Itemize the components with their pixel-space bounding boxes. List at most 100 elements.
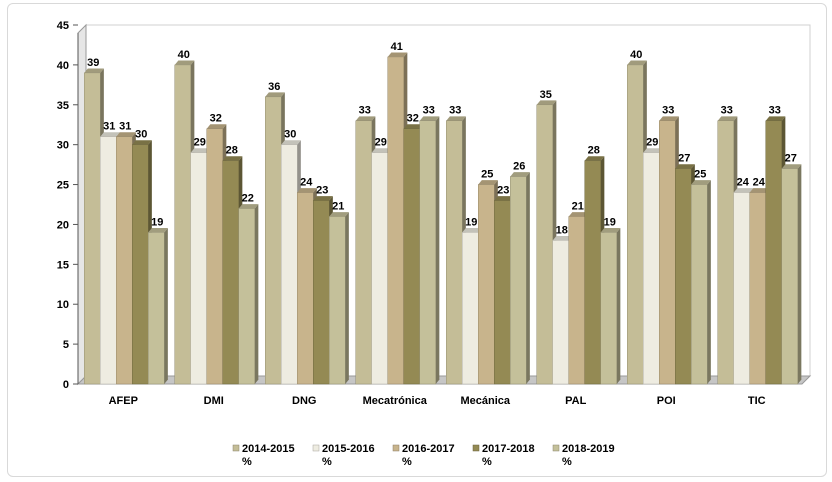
bar-top: [749, 188, 770, 193]
data-label: 24: [753, 177, 766, 189]
bar: [84, 72, 101, 385]
y-tick-label: 40: [57, 60, 69, 72]
bar-top: [765, 116, 786, 121]
data-label: 31: [103, 121, 115, 133]
bar-top: [313, 196, 333, 201]
bar: [206, 128, 223, 385]
bar-top: [627, 60, 647, 65]
y-tick-label: 5: [63, 339, 69, 351]
data-label: 33: [423, 105, 435, 117]
bar: [643, 152, 660, 385]
data-label: 27: [678, 153, 690, 165]
legend-swatch: [392, 444, 400, 452]
bar-top: [297, 188, 317, 193]
bar: [297, 192, 314, 385]
bar: [329, 216, 346, 385]
legend-label: 2015-2016: [322, 443, 375, 455]
data-label: 18: [556, 224, 568, 236]
bar: [419, 120, 436, 385]
data-label: 27: [785, 153, 797, 165]
bar-top: [552, 236, 573, 241]
data-label: 32: [210, 113, 222, 125]
data-label: 32: [407, 113, 419, 125]
bar-top: [265, 92, 285, 97]
data-label: 40: [630, 49, 642, 61]
data-label: 29: [194, 137, 206, 149]
y-tick-label: 35: [57, 100, 69, 112]
bar-side: [435, 116, 440, 384]
bar-top: [84, 68, 104, 73]
bar-top: [510, 172, 530, 177]
data-label: 21: [572, 200, 584, 212]
bar-side: [797, 164, 802, 384]
bar: [765, 120, 782, 385]
bar-top: [584, 156, 605, 161]
data-label: 30: [135, 129, 147, 141]
bar-top: [387, 52, 408, 57]
bar-top: [781, 164, 802, 169]
bar: [462, 232, 479, 385]
bar-top: [148, 228, 168, 233]
legend-label: 2016-2017: [402, 443, 455, 455]
bar: [717, 120, 734, 385]
legend-label: 2018-2019: [562, 443, 615, 455]
bar-top: [600, 228, 621, 233]
bar: [371, 152, 388, 385]
bar-top: [403, 124, 424, 129]
bar: [403, 128, 420, 385]
bar-top: [419, 116, 440, 121]
bar-side: [707, 180, 711, 384]
bar: [749, 192, 766, 385]
data-label: 28: [588, 145, 600, 157]
data-label: 21: [332, 200, 344, 212]
data-label: 19: [151, 216, 163, 228]
data-label: 33: [662, 105, 674, 117]
data-label: 28: [226, 145, 238, 157]
bar-top: [733, 188, 754, 193]
bar-top: [238, 204, 259, 209]
y-tick-label: 20: [57, 219, 69, 231]
data-label: 19: [465, 216, 477, 228]
bar-top: [206, 124, 227, 129]
data-label: 33: [449, 105, 461, 117]
bar: [510, 176, 527, 385]
x-tick-label: DMI: [204, 395, 224, 407]
x-tick-label: DNG: [292, 395, 316, 407]
data-label: 41: [391, 41, 403, 53]
bar: [174, 64, 191, 385]
data-label: 29: [646, 137, 658, 149]
bar-top: [675, 164, 695, 169]
y-tick-label: 0: [63, 379, 69, 391]
data-label: 33: [721, 105, 733, 117]
bar-top: [281, 140, 301, 145]
bar: [781, 168, 798, 385]
legend-unit: %: [322, 456, 332, 468]
data-label: 36: [268, 81, 280, 93]
bar-top: [659, 116, 679, 121]
legend-unit: %: [482, 456, 492, 468]
bar: [313, 200, 330, 385]
x-tick-label: PAL: [565, 395, 586, 407]
bar-top: [222, 156, 243, 161]
bar: [733, 192, 750, 385]
bar: [265, 96, 282, 385]
bar-top: [355, 116, 376, 121]
data-label: 23: [497, 185, 509, 197]
bar: [552, 240, 569, 385]
y-tick-label: 45: [57, 20, 69, 32]
y-tick-label: 30: [57, 140, 69, 152]
bar: [116, 136, 133, 385]
bar-top: [568, 212, 589, 217]
legend-swatch: [232, 444, 240, 452]
data-label: 30: [284, 129, 296, 141]
bar: [659, 120, 676, 385]
bar-top: [478, 180, 498, 185]
data-label: 33: [359, 105, 371, 117]
bar: [494, 200, 511, 385]
legend-label: 2014-2015: [242, 443, 295, 455]
data-label: 24: [300, 177, 313, 189]
data-label: 39: [87, 57, 99, 69]
bar: [148, 232, 165, 385]
bar: [387, 56, 404, 385]
data-label: 26: [513, 161, 525, 173]
